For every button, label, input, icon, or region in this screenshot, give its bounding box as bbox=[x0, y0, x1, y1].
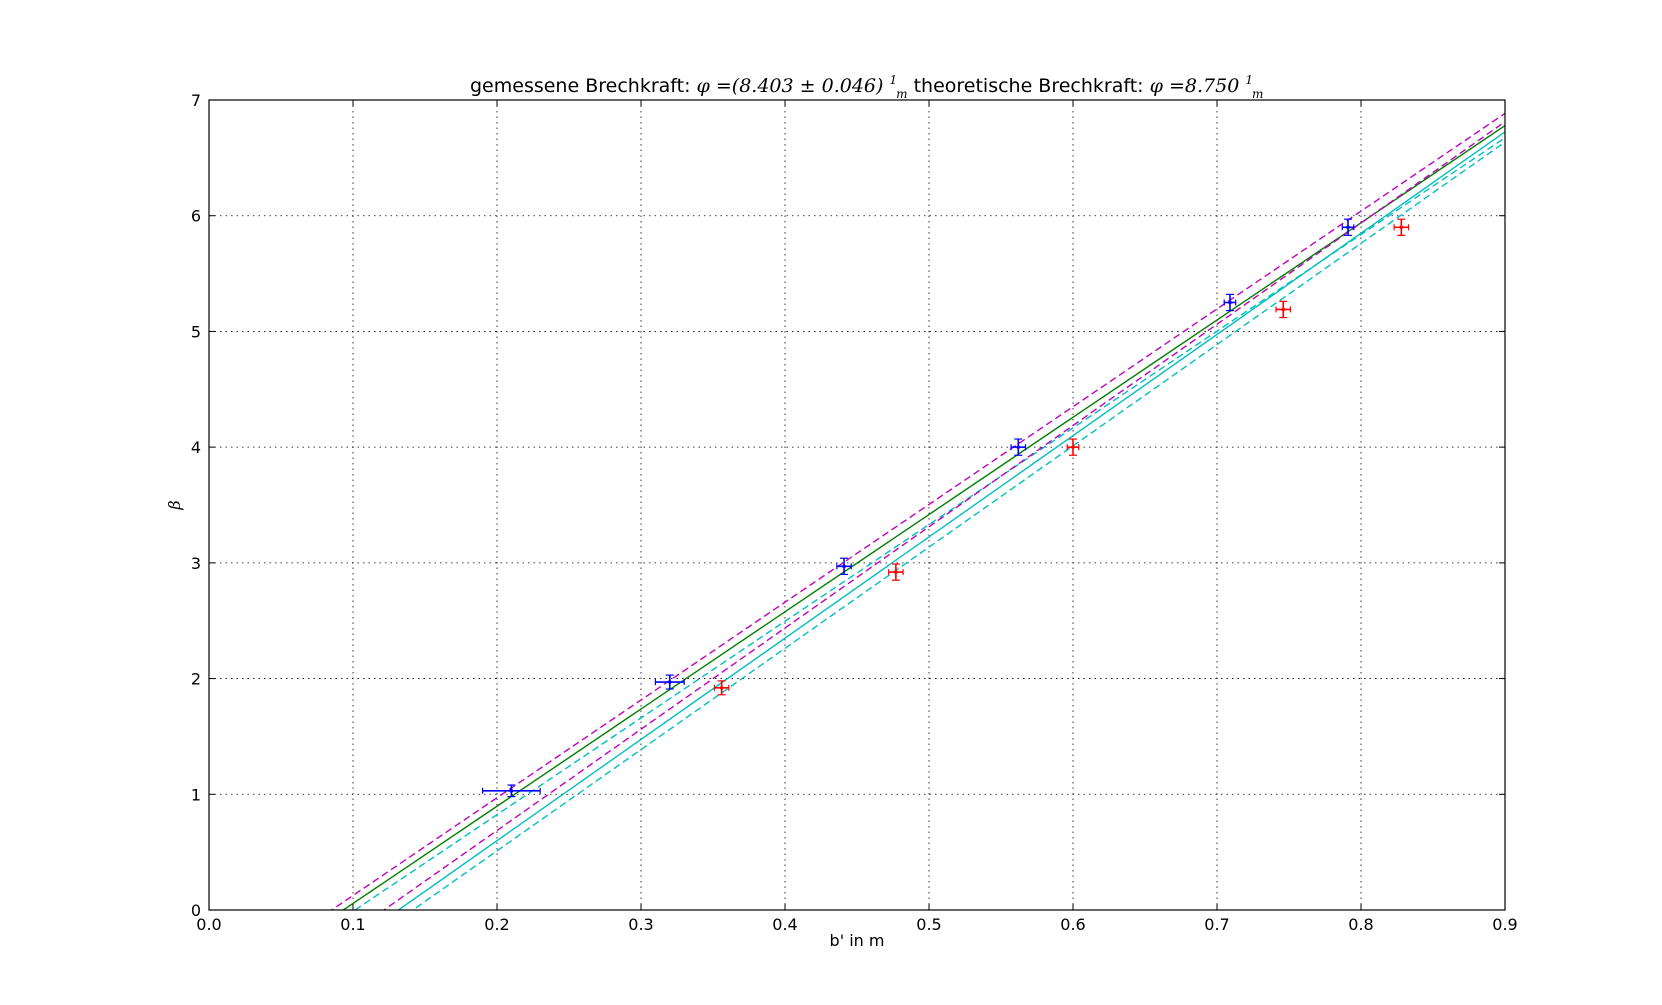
data-marker bbox=[668, 680, 672, 684]
data-point-series0-2 bbox=[836, 557, 852, 576]
title-frac-den-1: m bbox=[896, 87, 907, 101]
data-marker bbox=[842, 564, 846, 569]
data-points bbox=[482, 218, 1410, 798]
data-point-series0-4 bbox=[1223, 293, 1237, 312]
x-tick-label: 0.9 bbox=[1492, 915, 1517, 934]
data-marker bbox=[719, 686, 724, 690]
title-frac-num-2: 1 bbox=[1245, 73, 1253, 87]
data-point-series1-4 bbox=[1393, 218, 1410, 236]
title-frac-den-2: m bbox=[1252, 87, 1263, 101]
x-tick-label: 0.8 bbox=[1348, 915, 1373, 934]
y-tick-label: 6 bbox=[191, 207, 201, 226]
title-part2: theoretische Brechkraft: bbox=[914, 75, 1150, 97]
x-axis-label: b' in m bbox=[830, 931, 885, 950]
x-tick-label: 0.3 bbox=[628, 915, 653, 934]
data-marker bbox=[1071, 445, 1075, 449]
data-marker bbox=[894, 570, 898, 574]
confidence-line-5 bbox=[411, 141, 1505, 910]
x-tick-label: 0.4 bbox=[772, 915, 797, 934]
confidence-line-4 bbox=[382, 121, 1505, 910]
title-measured-value: =(8.403 ± 0.046) bbox=[716, 75, 884, 97]
data-marker bbox=[509, 789, 514, 793]
confidence-line-1 bbox=[330, 112, 1505, 910]
axis-ticks: 0.0 0.1 0.2 0.3 0.4 0.5 0.6 0.7 0.8 0.9 0 1 2 3 4 5 6 7 bbox=[191, 91, 1518, 934]
fit-line-3 bbox=[397, 131, 1505, 910]
y-tick-label: 7 bbox=[191, 91, 201, 110]
y-tick-label: 1 bbox=[191, 785, 201, 804]
title-phi-measured: φ bbox=[697, 75, 711, 97]
y-tick-label: 2 bbox=[191, 670, 201, 689]
plot-frame bbox=[208, 99, 1506, 911]
y-tick-label: 3 bbox=[191, 554, 201, 573]
data-point-series1-2 bbox=[1066, 438, 1080, 456]
x-tick-label: 0.2 bbox=[484, 915, 509, 934]
x-tick-label: 0.5 bbox=[916, 915, 941, 934]
data-marker bbox=[1228, 300, 1232, 305]
x-tick-label: 0.7 bbox=[1204, 915, 1229, 934]
data-point-series0-0 bbox=[482, 784, 541, 798]
data-marker bbox=[1016, 445, 1021, 449]
title-part1: gemessene Brechkraft: bbox=[470, 75, 697, 97]
data-point-series0-3 bbox=[1010, 438, 1027, 456]
data-point-series1-1 bbox=[888, 563, 904, 581]
x-tick-label: 0.1 bbox=[340, 915, 365, 934]
y-tick-label: 0 bbox=[191, 901, 201, 920]
y-tick-label: 4 bbox=[191, 438, 201, 457]
data-point-series0-1 bbox=[654, 674, 685, 690]
title-phi-theoretical: φ bbox=[1150, 75, 1164, 97]
y-tick-label: 5 bbox=[191, 322, 201, 341]
y-axis-label: β bbox=[165, 500, 184, 510]
data-point-series1-0 bbox=[713, 680, 730, 696]
x-tick-label: 0.6 bbox=[1060, 915, 1085, 934]
grid bbox=[209, 100, 1505, 910]
data-point-series0-5 bbox=[1341, 218, 1355, 236]
data-point-series1-3 bbox=[1275, 300, 1292, 319]
fit-line-0 bbox=[342, 125, 1505, 910]
x-tick-label: 0.0 bbox=[196, 915, 221, 934]
title-theoretical-value: =8.750 bbox=[1169, 75, 1239, 97]
fit-lines bbox=[330, 112, 1505, 910]
data-marker bbox=[1281, 307, 1286, 312]
data-marker bbox=[1346, 225, 1350, 230]
confidence-line-2 bbox=[353, 137, 1505, 910]
title-frac-num-1: 1 bbox=[889, 73, 897, 87]
data-marker bbox=[1399, 225, 1404, 230]
chart-title: gemessene Brechkraft: φ =(8.403 ± 0.046)… bbox=[470, 67, 1263, 103]
